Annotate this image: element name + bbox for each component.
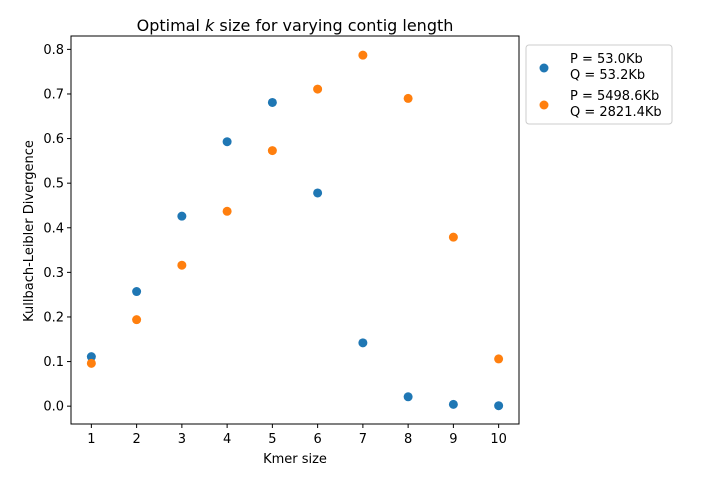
x-tick-label: 5 <box>268 432 276 447</box>
x-tick-label: 9 <box>449 432 457 447</box>
data-point-series-1 <box>132 287 142 297</box>
y-tick-label: 0.1 <box>43 355 64 370</box>
y-tick-label: 0.5 <box>43 177 64 192</box>
y-axis-label: Kullbach-Leibler Divergence <box>22 140 37 322</box>
data-point-series-2 <box>403 93 413 103</box>
legend: P = 53.0Kb Q = 53.2Kb P = 5498.6Kb Q = 2… <box>525 44 673 125</box>
data-point-series-2 <box>222 206 232 216</box>
legend-label-series-1-line-2: Q = 53.2Kb <box>570 68 645 83</box>
legend-label-series-2-line-1: P = 5498.6Kb <box>570 89 659 104</box>
x-axis-label: Kmer size <box>263 452 327 467</box>
data-point-series-2 <box>267 146 277 156</box>
x-tick-label: 4 <box>223 432 231 447</box>
legend-box <box>525 44 673 125</box>
y-tick-label: 0.4 <box>43 221 64 236</box>
chart-title: Optimal k size for varying contig length <box>137 16 454 35</box>
data-point-series-1 <box>222 137 232 147</box>
x-axis-ticks: 1 2 3 4 5 6 7 8 9 10 <box>87 424 507 447</box>
x-tick-label: 1 <box>87 432 95 447</box>
data-point-series-1 <box>313 188 323 198</box>
x-tick-label: 2 <box>132 432 140 447</box>
data-point-series-2 <box>132 315 142 325</box>
y-tick-label: 0.2 <box>43 310 64 325</box>
data-point-series-2 <box>358 50 368 60</box>
x-tick-label: 8 <box>404 432 412 447</box>
data-point-series-2 <box>494 354 504 364</box>
x-tick-label: 3 <box>178 432 186 447</box>
data-point-series-1 <box>448 399 458 409</box>
data-point-series-1 <box>86 352 96 362</box>
data-points <box>86 50 504 411</box>
data-point-series-2 <box>86 358 96 368</box>
x-tick-label: 10 <box>490 432 507 447</box>
chart-title-start: Optimal <box>137 16 205 35</box>
legend-label-series-1-line-1: P = 53.0Kb <box>570 52 643 67</box>
plot-frame <box>70 35 520 425</box>
data-point-series-2 <box>313 84 323 94</box>
legend-marker-series-2 <box>539 100 549 110</box>
x-tick-label: 7 <box>359 432 367 447</box>
chart-title-end: size for varying contig length <box>214 16 453 35</box>
y-tick-label: 0.8 <box>43 43 64 58</box>
plot-area <box>70 35 520 425</box>
data-point-series-1 <box>358 338 368 348</box>
data-point-series-2 <box>448 232 458 242</box>
y-tick-label: 0.6 <box>43 132 64 147</box>
data-point-series-1 <box>403 392 413 402</box>
x-tick-label: 6 <box>313 432 321 447</box>
legend-marker-series-1 <box>539 63 549 73</box>
y-tick-label: 0.0 <box>43 400 64 415</box>
y-tick-label: 0.3 <box>43 266 64 281</box>
chart-title-k: k <box>205 16 215 35</box>
legend-label-series-2-line-2: Q = 2821.4Kb <box>570 105 662 120</box>
data-point-series-2 <box>177 260 187 270</box>
data-point-series-1 <box>177 211 187 221</box>
y-axis-ticks: 0.0 0.1 0.2 0.3 0.4 0.5 0.6 0.7 0.8 <box>43 43 71 415</box>
data-point-series-1 <box>267 97 277 107</box>
data-point-series-1 <box>494 401 504 411</box>
y-tick-label: 0.7 <box>43 87 64 102</box>
